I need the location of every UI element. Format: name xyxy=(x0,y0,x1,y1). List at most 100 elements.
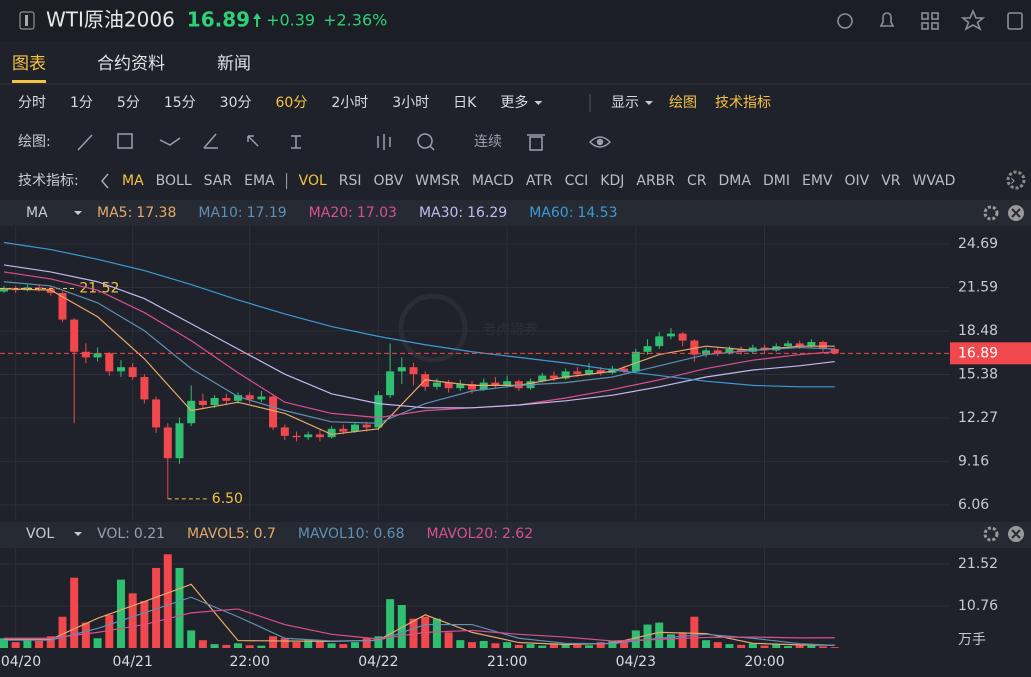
candle-body xyxy=(46,288,55,293)
period-button[interactable]: 30分 xyxy=(220,95,252,111)
indicator-button[interactable]: CR xyxy=(687,173,707,189)
candle-body xyxy=(807,341,816,347)
x-tick-label: 04/23 xyxy=(616,654,656,670)
volume-bar xyxy=(573,644,582,648)
period-button[interactable]: 5分 xyxy=(117,95,140,111)
indicator-button[interactable]: EMV xyxy=(802,173,833,189)
candle-body xyxy=(819,341,828,349)
sub-legend-bar xyxy=(0,522,1031,548)
candle-body xyxy=(23,287,32,291)
indicator-button[interactable]: ARBR xyxy=(636,173,675,189)
y-tick-label: 12.27 xyxy=(958,410,998,426)
tab[interactable]: 合约资料 xyxy=(97,54,165,74)
dropdown-arrow[interactable] xyxy=(534,101,543,105)
candle-body xyxy=(187,400,196,424)
period-button[interactable]: 1分 xyxy=(70,95,93,111)
display-menu[interactable]: 技术指标 xyxy=(715,95,771,111)
candle-body xyxy=(643,346,652,352)
indicator-button[interactable]: DMA xyxy=(719,173,752,189)
indicator-button[interactable]: VOL xyxy=(299,173,327,189)
candle-body xyxy=(386,371,395,396)
indicator-button[interactable]: OBV xyxy=(374,173,404,189)
settings-icon[interactable] xyxy=(1006,170,1026,190)
indicator-button[interactable]: OIV xyxy=(844,173,869,189)
period-button[interactable]: 更多 xyxy=(500,94,528,111)
settings-icon[interactable] xyxy=(983,205,999,221)
indicator-button[interactable]: RSI xyxy=(339,173,362,189)
period-button[interactable]: 分时 xyxy=(18,95,46,111)
display-menu[interactable]: 绘图 xyxy=(669,95,697,111)
menu-icon[interactable] xyxy=(19,11,35,30)
candle-body xyxy=(116,367,125,372)
draw-label: 绘图: xyxy=(18,134,51,150)
watermark-logo xyxy=(398,293,468,363)
indicator-button[interactable]: EMA xyxy=(244,173,275,189)
display-menu[interactable]: 显示 xyxy=(611,95,639,111)
settings-icon[interactable] xyxy=(983,526,999,542)
x-tick-label: 21:00 xyxy=(487,654,527,670)
volume-bar xyxy=(280,638,289,648)
candle-body xyxy=(280,427,289,436)
indicator-button[interactable]: VR xyxy=(881,173,901,189)
volume-bar xyxy=(468,642,477,648)
star-icon[interactable] xyxy=(960,8,986,31)
indicator-button[interactable]: BOLL xyxy=(156,173,192,189)
volume-bar xyxy=(362,638,371,648)
indicator-button[interactable]: DMI xyxy=(763,173,790,189)
candle-body xyxy=(152,399,161,428)
volume-bar xyxy=(479,640,488,648)
volume-bar xyxy=(304,640,313,648)
indicator-button[interactable]: WMSR xyxy=(415,173,460,189)
volume-bar xyxy=(631,630,640,648)
period-button[interactable]: 日K xyxy=(453,95,477,111)
volume-bar xyxy=(397,605,406,648)
candle-body xyxy=(737,348,746,352)
tab[interactable]: 新闻 xyxy=(217,54,251,74)
volume-bar xyxy=(93,638,102,648)
indicator-name[interactable]: VOL xyxy=(26,526,54,542)
indicator-button[interactable]: SAR xyxy=(204,173,233,189)
volume-bar xyxy=(315,640,324,648)
legend-name: MA30: xyxy=(419,205,463,221)
indicator-button[interactable]: MA xyxy=(122,173,144,189)
y-tick-label: 6.06 xyxy=(958,497,989,513)
legend-name: MA20: xyxy=(309,205,353,221)
candle-body xyxy=(175,423,184,459)
candle-body xyxy=(327,428,336,438)
dropdown-arrow[interactable] xyxy=(74,211,82,215)
indicator-button[interactable]: MACD xyxy=(472,173,514,189)
indicator-button[interactable]: WVAD xyxy=(913,173,956,189)
candle-body xyxy=(456,383,465,389)
indicator-button[interactable]: ATR xyxy=(526,173,553,189)
volume-bar xyxy=(585,645,594,648)
period-button[interactable]: 2小时 xyxy=(331,95,368,111)
volume-bar xyxy=(116,579,125,648)
continuous-button[interactable]: 连续 xyxy=(474,133,502,150)
tab[interactable]: 图表 xyxy=(12,54,46,74)
dropdown-arrow[interactable] xyxy=(645,101,653,105)
candle-body xyxy=(690,340,699,355)
scroll-right[interactable]: › xyxy=(1010,173,1016,189)
indicator-button[interactable]: KDJ xyxy=(600,173,624,189)
panel-icon[interactable] xyxy=(1007,12,1023,30)
ma-line xyxy=(3,271,835,419)
indicator-button[interactable]: CCI xyxy=(565,173,589,189)
draw-tool-icons[interactable] xyxy=(77,133,612,151)
period-button[interactable]: 60分 xyxy=(276,95,308,111)
period-button[interactable]: 3小时 xyxy=(392,95,429,111)
dropdown-arrow[interactable] xyxy=(74,532,82,536)
volume-bar xyxy=(549,643,558,648)
indicator-name[interactable]: MA xyxy=(26,205,48,221)
ma-line xyxy=(3,281,835,424)
annotation-label: 21.52 xyxy=(79,280,119,296)
bell-icon[interactable] xyxy=(879,12,895,27)
candle-body xyxy=(479,382,488,390)
grid-icon[interactable] xyxy=(921,12,939,30)
candle-body xyxy=(245,395,254,400)
volume-bar xyxy=(432,618,441,648)
refresh-icon[interactable] xyxy=(837,13,853,29)
candle-body xyxy=(269,396,278,428)
scroll-left[interactable] xyxy=(101,173,109,189)
volume-bar xyxy=(245,645,254,648)
period-button[interactable]: 15分 xyxy=(164,95,196,111)
